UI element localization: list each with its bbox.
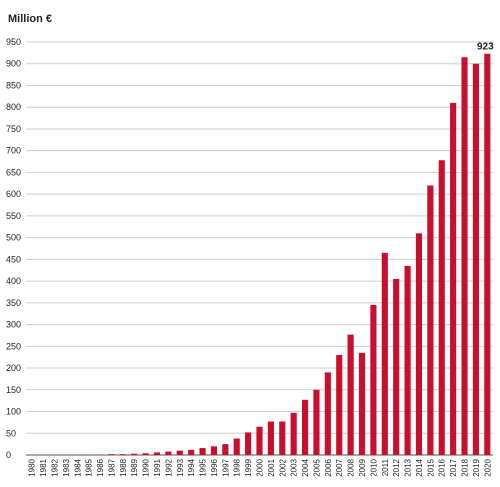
x-tick-label: 1995 [199, 458, 208, 476]
x-tick-label: 2018 [461, 458, 470, 476]
y-tick-label: 750 [6, 124, 21, 134]
x-tick-label: 1993 [176, 458, 185, 476]
x-tick-label: 1998 [233, 458, 242, 476]
bar [188, 449, 195, 455]
bar [461, 57, 468, 455]
x-tick-label: 2006 [324, 458, 333, 476]
y-tick-label: 250 [6, 341, 21, 351]
bar [131, 453, 138, 455]
y-tick-label: 900 [6, 59, 21, 69]
y-tick-label: 700 [6, 146, 21, 156]
x-tick-label: 2016 [438, 458, 447, 476]
x-tick-label: 1981 [39, 458, 48, 476]
y-tick-label: 600 [6, 189, 21, 199]
bar [245, 432, 252, 455]
x-tick-label: 2009 [358, 458, 367, 476]
bar [484, 53, 491, 456]
x-tick-label: 1991 [153, 458, 162, 476]
bar [427, 185, 434, 455]
x-tick-label: 2001 [267, 458, 276, 476]
x-tick-label: 2008 [347, 458, 356, 476]
y-tick-label: 950 [6, 37, 21, 47]
y-tick-label: 400 [6, 276, 21, 286]
x-tick-label: 1987 [107, 458, 116, 476]
x-tick-label: 1994 [187, 458, 196, 476]
bar [381, 252, 388, 455]
bar [404, 265, 411, 455]
data-label: 923 [477, 42, 494, 53]
x-tick-label: 1997 [221, 458, 230, 476]
y-tick-label: 350 [6, 298, 21, 308]
bar [370, 305, 377, 455]
bar [415, 233, 423, 455]
bar [393, 278, 400, 455]
bar [199, 448, 206, 455]
x-tick-label: 1984 [73, 458, 82, 476]
bar [336, 355, 343, 455]
bar [324, 372, 331, 455]
bar [301, 399, 309, 455]
x-tick-label: 2019 [472, 458, 481, 476]
x-tick-label: 1983 [62, 458, 71, 476]
bar [165, 451, 172, 455]
bar [313, 389, 320, 455]
y-tick-label: 50 [6, 428, 16, 438]
y-tick-label: 550 [6, 211, 21, 221]
x-tick-label: 2010 [369, 458, 378, 476]
x-tick-label: 1990 [142, 458, 151, 476]
y-tick-label: 450 [6, 254, 21, 264]
x-tick-label: 2012 [392, 458, 401, 476]
x-tick-label: 1992 [164, 458, 173, 476]
bar [279, 421, 286, 455]
x-tick-label: 1980 [28, 458, 37, 476]
x-tick-label: 1989 [130, 458, 139, 476]
bar [438, 160, 445, 456]
bar [290, 412, 297, 455]
y-tick-label: 0 [6, 450, 11, 460]
x-tick-label: 2014 [415, 458, 424, 476]
bar [233, 438, 240, 455]
x-tick-label: 1999 [244, 458, 253, 476]
x-tick-label: 2011 [381, 458, 390, 476]
x-tick-label: 1982 [50, 458, 59, 476]
x-tick-label: 2003 [290, 458, 299, 476]
y-tick-label: 150 [6, 385, 21, 395]
chart-title: Million € [8, 13, 52, 25]
bar [176, 450, 183, 455]
x-tick-label: 1988 [119, 458, 128, 476]
x-tick-label: 2017 [449, 458, 458, 476]
bar [347, 334, 354, 455]
bar [108, 454, 115, 455]
y-tick-label: 100 [6, 407, 21, 417]
x-tick-label: 1986 [96, 458, 105, 476]
x-tick-label: 2005 [312, 458, 321, 476]
y-tick-label: 200 [6, 363, 21, 373]
x-tick-label: 2004 [301, 458, 310, 476]
bar [450, 102, 457, 455]
y-tick-label: 300 [6, 320, 21, 330]
bar [210, 446, 218, 455]
y-tick-label: 650 [6, 167, 21, 177]
y-tick-label: 850 [6, 80, 21, 90]
bar [222, 444, 229, 455]
bar [267, 421, 274, 455]
x-tick-label: 1985 [85, 458, 94, 476]
x-tick-label: 2013 [404, 458, 413, 476]
bar [119, 454, 126, 455]
bar [358, 352, 366, 455]
x-tick-label: 1996 [210, 458, 219, 476]
bar [472, 63, 479, 455]
y-tick-label: 500 [6, 233, 21, 243]
x-tick-label: 2015 [426, 458, 435, 476]
y-tick-label: 800 [6, 102, 21, 112]
bar [142, 453, 149, 455]
x-tick-label: 2002 [278, 458, 287, 476]
x-tick-label: 2007 [335, 458, 344, 476]
x-tick-label: 2000 [256, 458, 265, 476]
bar [256, 426, 263, 455]
bar [153, 452, 161, 455]
x-tick-label: 2020 [483, 458, 492, 476]
